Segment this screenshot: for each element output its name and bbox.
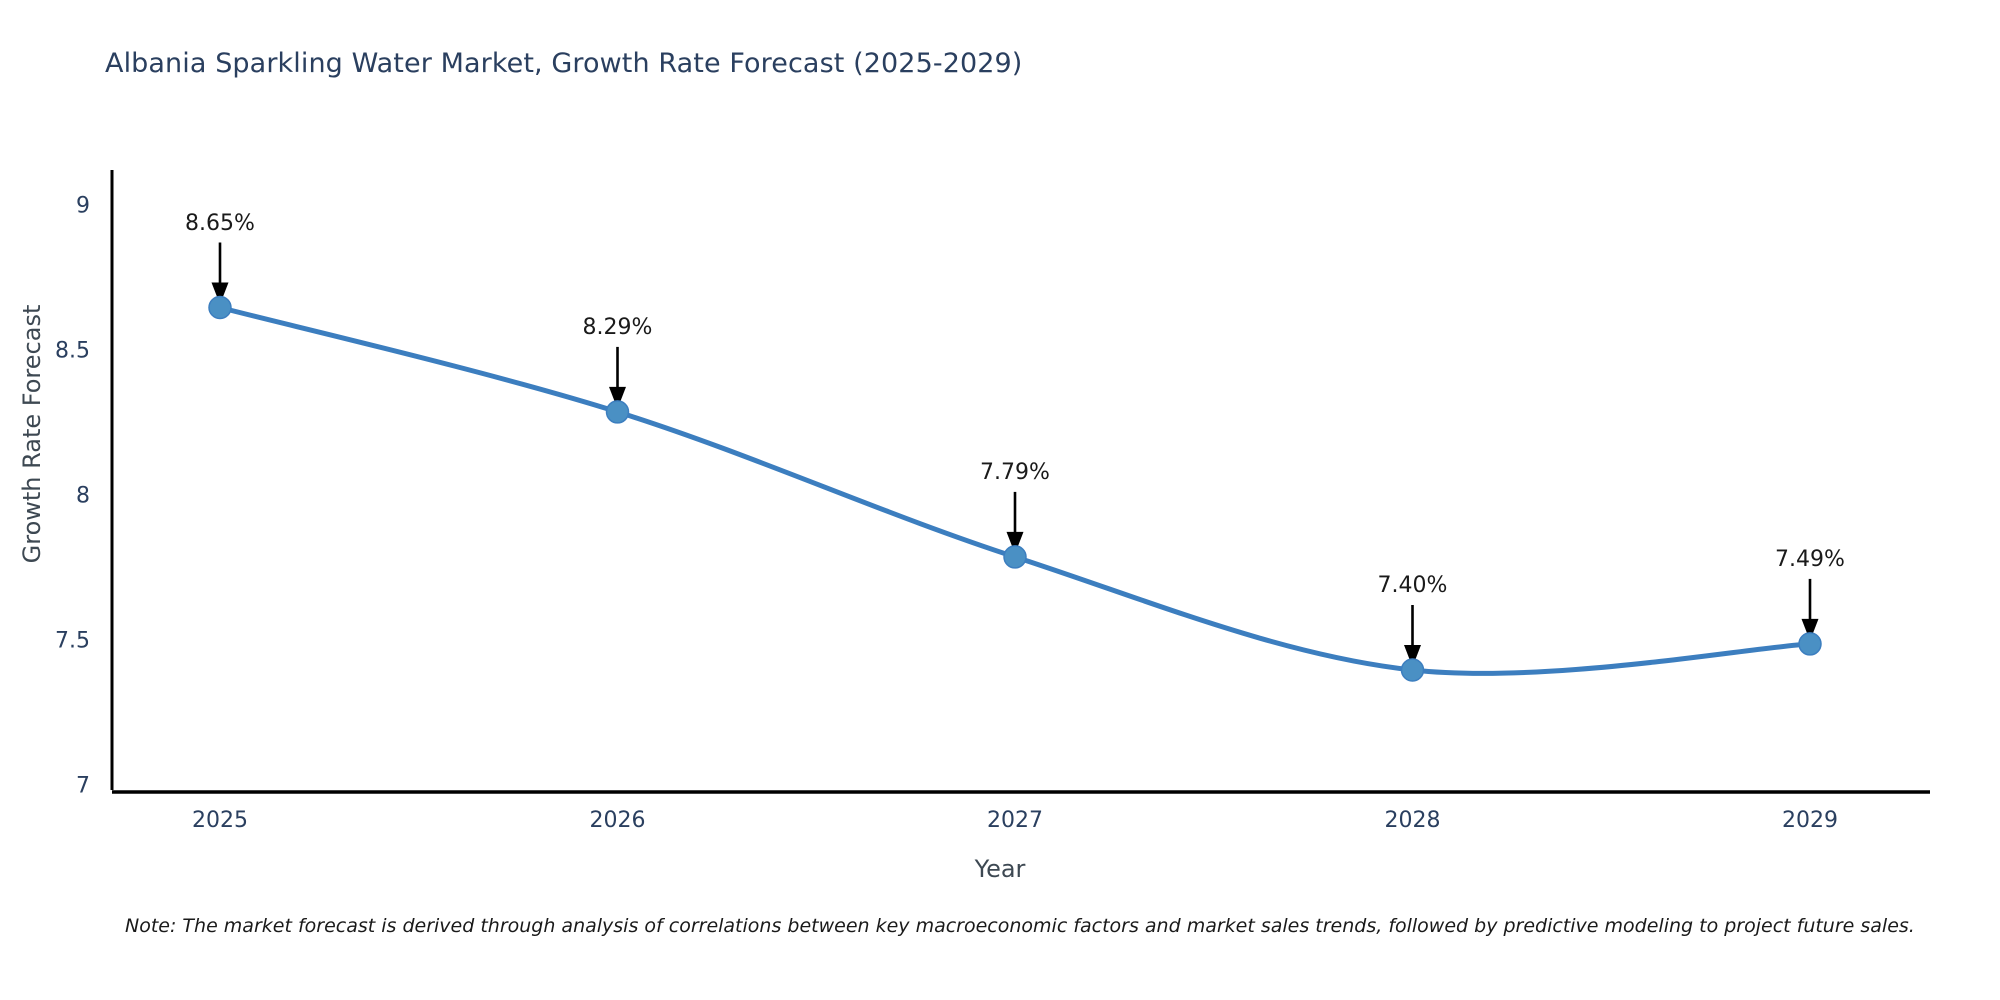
annotation-arrow-head (1006, 531, 1024, 554)
x-axis-title: Year (974, 855, 1026, 883)
y-axis-title: Growth Rate Forecast (18, 304, 46, 564)
annotation-arrow-head (1404, 645, 1421, 667)
data-point-label: 8.29% (582, 314, 653, 340)
annotation-arrow-head (609, 386, 626, 409)
data-point-label: 7.49% (1775, 546, 1845, 572)
y-axis-tick-label: 7.5 (55, 628, 90, 654)
data-markers (208, 295, 1822, 682)
x-axis-tick-label: 2027 (987, 808, 1043, 833)
annotation-arrow-head (1801, 618, 1819, 641)
data-point-marker (1798, 632, 1822, 656)
data-point-label: 8.65% (185, 210, 255, 236)
data-point-marker (1003, 545, 1027, 569)
x-axis-tick-label: 2026 (589, 808, 646, 833)
data-point-label: 7.40% (1377, 573, 1448, 598)
x-axis-tick-label: 2025 (192, 808, 248, 833)
y-axis-tick-label: 8 (76, 483, 90, 509)
data-point-label: 7.79% (980, 459, 1050, 485)
data-point-marker (1400, 658, 1425, 682)
x-axis-tick-label: 2029 (1782, 808, 1838, 833)
data-point-marker (208, 295, 232, 320)
data-point-marker (605, 400, 630, 424)
annotation-arrows (211, 242, 1819, 667)
footer-note: Note: The market forecast is derived thr… (125, 915, 1915, 937)
annotation-arrow-head (211, 282, 229, 305)
y-axis-tick-label: 9 (76, 193, 90, 219)
data-line (217, 305, 1813, 676)
x-axis-tick-label: 2028 (1384, 808, 1441, 833)
chart-title: Albania Sparkling Water Market, Growth R… (105, 48, 1023, 79)
y-axis-tick-label: 7 (76, 773, 90, 799)
y-axis-tick-label: 8.5 (55, 338, 90, 364)
